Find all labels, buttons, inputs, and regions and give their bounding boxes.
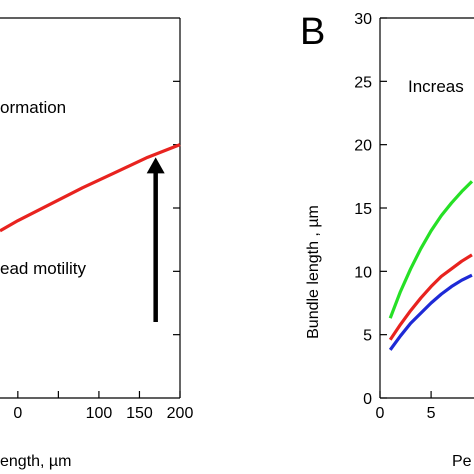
panel-a-annotation-top: ormation (0, 98, 66, 117)
panel-b: 0 5 10 15 20 25 30 0 5 B Increas Bundle length ,… (300, 11, 474, 470)
panel-a-x-tick-label-0: 0 (13, 405, 22, 422)
panel-b-y-tick-label-6: 30 (354, 11, 372, 28)
panel-b-annotation: Increas (408, 77, 464, 96)
panel-a-x-tick-label-3: 150 (126, 405, 153, 422)
panel-b-y-tick-label-1: 5 (363, 328, 372, 345)
panel-b-series-line-1 (388, 253, 473, 341)
panel-b-y-tick-label-0: 0 (363, 391, 372, 408)
panel-b-y-tick-label-2: 10 (354, 264, 372, 281)
panel-a: 0 100 150 200 ormation ead motility ength, … (0, 17, 194, 470)
panel-b-x-tick-label-0: 0 (376, 405, 385, 422)
panel-a-x-tick-label-2: 100 (86, 405, 113, 422)
panel-b-series-line-2 (388, 273, 473, 351)
panel-b-y-axis-label: Bundle length , µm (305, 205, 322, 339)
panel-b-x-tick-label-1: 5 (427, 405, 436, 422)
panel-a-arrow-head (146, 157, 165, 174)
panel-a-plot-area: 0 100 150 200 (0, 17, 194, 422)
panel-b-y-tick-label-3: 15 (354, 201, 372, 218)
panel-b-x-axis-label: Pe (452, 453, 472, 470)
panel-a-x-axis-label: ength, µm (0, 453, 71, 470)
panel-b-letter: B (300, 11, 325, 53)
panel-a-series-line-0 (0, 143, 181, 233)
panel-b-series-line-0 (388, 180, 474, 319)
panel-b-y-tick-label-4: 20 (354, 138, 372, 155)
panel-a-x-tick-label-4: 200 (167, 405, 194, 422)
panel-a-annotation-bottom: ead motility (0, 259, 86, 278)
panel-b-y-tick-label-5: 25 (354, 74, 372, 91)
panel-b-plot-area: 0 5 10 15 20 25 30 0 5 (354, 11, 474, 422)
